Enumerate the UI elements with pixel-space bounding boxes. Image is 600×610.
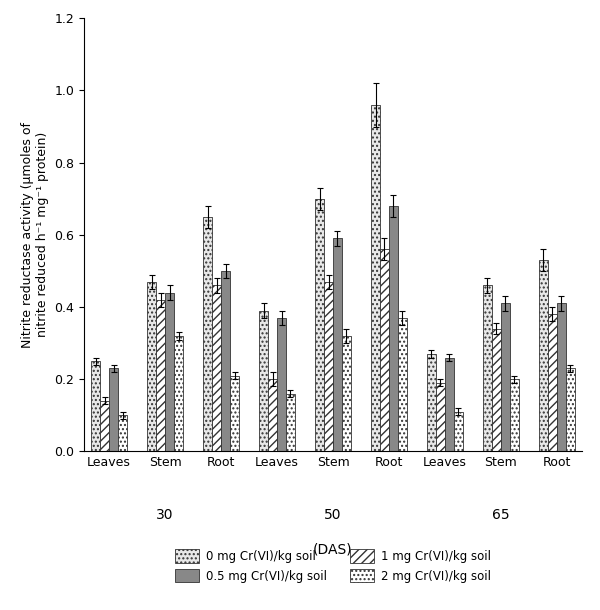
Bar: [230, 376, 239, 451]
Bar: [286, 393, 295, 451]
Bar: [118, 415, 127, 451]
Bar: [371, 105, 380, 451]
Bar: [174, 336, 183, 451]
Bar: [510, 379, 519, 451]
Bar: [277, 318, 286, 451]
Bar: [492, 329, 501, 451]
Bar: [221, 271, 230, 451]
Bar: [389, 206, 398, 451]
Bar: [539, 260, 548, 451]
Bar: [548, 314, 557, 451]
Bar: [268, 379, 277, 451]
Bar: [91, 361, 100, 451]
Bar: [109, 368, 118, 451]
Y-axis label: Nitrite reductase activity (μmoles of
nitrite reduced h⁻¹ mg⁻¹ protein): Nitrite reductase activity (μmoles of ni…: [21, 122, 49, 348]
Bar: [454, 412, 463, 451]
Bar: [147, 282, 156, 451]
Bar: [557, 303, 566, 451]
Text: 30: 30: [157, 508, 174, 522]
Bar: [324, 282, 333, 451]
Bar: [342, 336, 351, 451]
Bar: [501, 303, 510, 451]
Bar: [165, 293, 174, 451]
Bar: [427, 354, 436, 451]
Bar: [445, 357, 454, 451]
Bar: [259, 310, 268, 451]
Bar: [212, 285, 221, 451]
Bar: [566, 368, 575, 451]
Legend: 0 mg Cr(VI)/kg soil, 0.5 mg Cr(VI)/kg soil, 1 mg Cr(VI)/kg soil, 2 mg Cr(VI)/kg : 0 mg Cr(VI)/kg soil, 0.5 mg Cr(VI)/kg so…: [169, 544, 497, 589]
Bar: [315, 199, 324, 451]
Bar: [398, 318, 407, 451]
Bar: [436, 383, 445, 451]
Text: 65: 65: [492, 508, 509, 522]
Bar: [333, 239, 342, 451]
Text: 50: 50: [324, 508, 342, 522]
Text: (DAS): (DAS): [313, 542, 353, 556]
Bar: [100, 401, 109, 451]
Bar: [483, 285, 492, 451]
Bar: [203, 217, 212, 451]
Bar: [380, 249, 389, 451]
Bar: [156, 300, 165, 451]
